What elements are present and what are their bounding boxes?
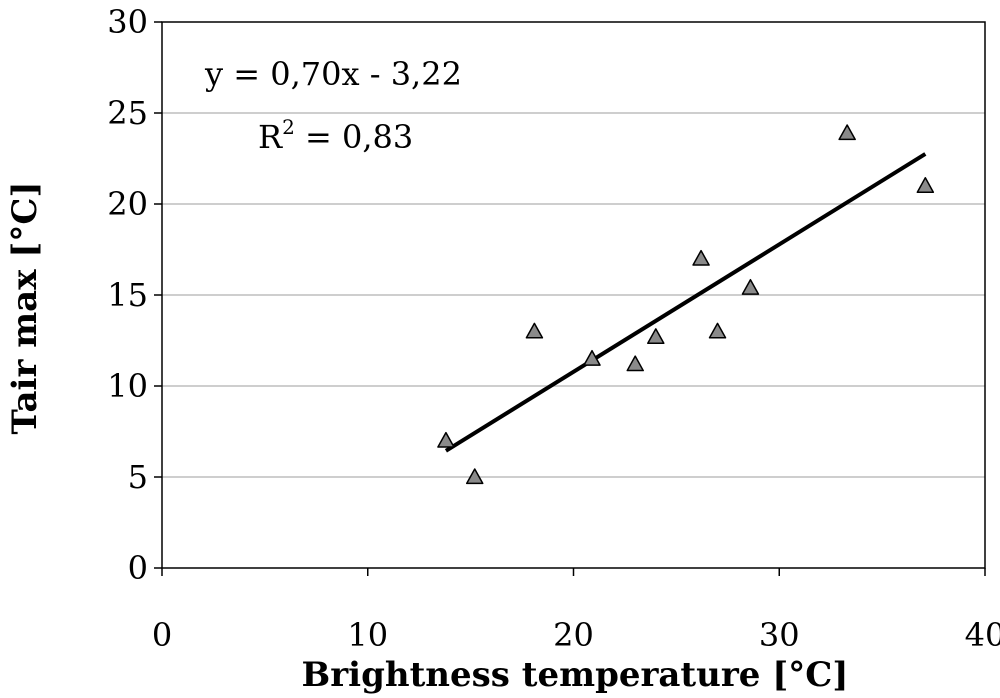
y-tick-label-0: 0: [128, 549, 148, 587]
data-point-10: [838, 124, 856, 141]
equation-label: y = 0,70x - 3,22: [204, 55, 462, 93]
data-point-9: [741, 278, 760, 295]
y-tick-label-10: 10: [107, 367, 148, 405]
y-tick-label-25: 25: [107, 94, 148, 132]
data-points: [437, 124, 935, 485]
r-squared-exponent: 2: [282, 115, 295, 139]
r-squared-label: R2 = 0,83: [258, 115, 413, 156]
x-axis-tick-labels: 0 10 20 30 40: [152, 616, 1000, 654]
y-tick-label-30: 30: [107, 3, 148, 41]
y-axis-title: Tair max [°C]: [5, 181, 45, 434]
data-point-3: [525, 322, 544, 339]
data-point-6: [647, 328, 665, 345]
data-point-2: [465, 468, 484, 485]
data-point-8: [708, 322, 727, 339]
y-axis-tick-labels: 0 5 10 15 20 25 30: [107, 3, 148, 587]
y-tick-label-5: 5: [128, 458, 148, 496]
x-tick-label-40: 40: [965, 616, 1000, 654]
data-point-1: [437, 431, 455, 448]
data-point-11: [916, 177, 935, 193]
x-tick-label-20: 20: [553, 616, 594, 654]
x-tick-label-30: 30: [759, 616, 800, 654]
x-tick-label-0: 0: [152, 616, 172, 654]
r-squared-value: = 0,83: [295, 118, 413, 156]
x-axis-ticks: [161, 568, 986, 576]
y-tick-label-15: 15: [107, 276, 148, 314]
x-tick-label-10: 10: [347, 616, 388, 654]
x-axis-title: Brightness temperature [°C]: [302, 655, 849, 695]
gridlines: [162, 112, 985, 478]
data-point-7: [692, 249, 710, 266]
data-point-5: [626, 355, 644, 372]
y-axis-ticks: [154, 21, 162, 569]
data-point-4: [583, 349, 601, 366]
trendline: [444, 152, 927, 453]
r-squared-prefix: R: [258, 118, 283, 156]
y-tick-label-20: 20: [107, 185, 148, 223]
